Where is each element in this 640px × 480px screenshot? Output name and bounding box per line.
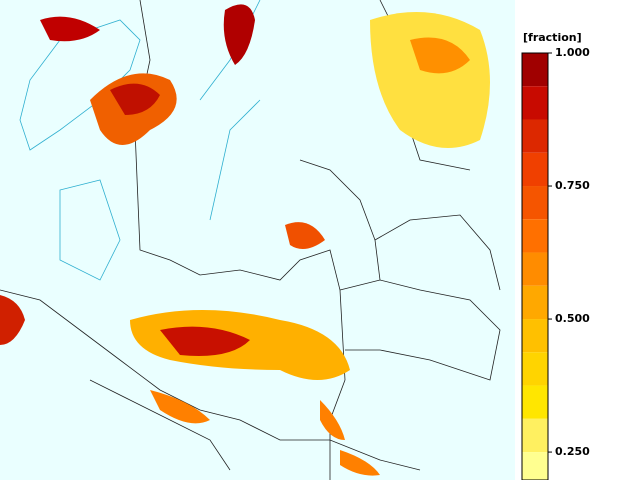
colorbar-tick-label: 0.500 (555, 312, 590, 325)
colorbar-band (522, 285, 548, 320)
border (299, 159, 376, 241)
coast (19, 19, 141, 151)
colorbar-label: [fraction] (523, 31, 582, 44)
border (374, 214, 501, 291)
colorbar-band (522, 319, 548, 353)
field-patch (40, 16, 100, 42)
colorbar-band (522, 119, 548, 153)
colorbar-frame (521, 52, 549, 480)
border (339, 279, 501, 381)
field-patch (410, 37, 470, 74)
colorbar-band (522, 86, 548, 120)
colorbar-band (522, 252, 548, 286)
coast (59, 179, 121, 281)
colorbar-tick-label: 0.750 (555, 179, 590, 192)
field-patch (285, 222, 325, 249)
field-patch (160, 326, 250, 356)
map (0, 0, 515, 480)
border (89, 379, 231, 471)
colorbar-band (522, 186, 548, 220)
colorbar-band (522, 418, 548, 453)
field-patch (150, 390, 380, 476)
colorbar-band (522, 352, 548, 386)
colorbar: 1.000 0.750 0.500 0.250 (521, 46, 590, 480)
colorbar-band (522, 152, 548, 187)
colorbar-band (522, 219, 548, 253)
colorbar-band (522, 53, 548, 87)
colorbar-band (522, 452, 548, 480)
colorbar-tick-label: 1.000 (555, 46, 590, 59)
field-patch (110, 83, 160, 115)
colorbar-band (522, 385, 548, 419)
border (0, 289, 421, 471)
field-patch (0, 295, 25, 345)
field-patch (223, 4, 255, 65)
colorbar-tick-label: 0.250 (555, 445, 590, 458)
field-patch (370, 12, 490, 148)
